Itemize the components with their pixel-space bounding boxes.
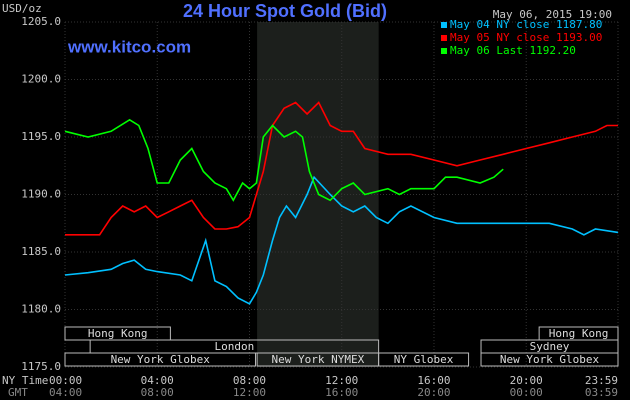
chart-title: 24 Hour Spot Gold (Bid): [183, 1, 387, 21]
session-label: New York NYMEX: [272, 353, 365, 366]
legend-swatch: [441, 22, 447, 28]
y-axis-label: USD/oz: [2, 2, 42, 15]
session-label: Hong Kong: [549, 327, 609, 340]
session-label: NY Globex: [394, 353, 454, 366]
x-tick-label: 16:00: [417, 374, 450, 387]
session-box: [378, 352, 470, 367]
x-tick-label: 12:00: [325, 374, 358, 387]
legend-swatch: [441, 35, 447, 41]
x-tick-label: 20:00: [510, 374, 543, 387]
gmt-tick-label: 03:59: [585, 386, 618, 399]
gmt-tick-label: 04:00: [49, 386, 82, 399]
legend-label: May 06 Last 1192.20: [450, 44, 576, 57]
session-label: New York Globex: [111, 353, 211, 366]
website: www.kitco.com: [67, 37, 191, 56]
x2-axis-label: GMT: [8, 386, 28, 399]
y-tick-label: 1195.0: [21, 130, 61, 143]
x-tick-label: 08:00: [233, 374, 266, 387]
timestamp: May 06, 2015 19:00: [493, 8, 612, 21]
series-line: [64, 175, 619, 305]
x-tick-label: 04:00: [141, 374, 174, 387]
gmt-tick-label: 08:00: [141, 386, 174, 399]
gmt-tick-label: 12:00: [233, 386, 266, 399]
series-line: [65, 101, 618, 236]
y-tick-label: 1205.0: [21, 15, 61, 28]
series-line: [64, 118, 504, 202]
y-tick-label: 1185.0: [21, 245, 61, 258]
gmt-tick-label: 20:00: [417, 386, 450, 399]
session-box: [480, 352, 619, 367]
x-tick-label: 23:59: [585, 374, 618, 387]
session-label: New York Globex: [500, 353, 600, 366]
x-tick-label: 00:00: [49, 374, 82, 387]
legend-label: May 05 NY close 1193.00: [450, 31, 602, 44]
gmt-tick-label: 16:00: [325, 386, 358, 399]
y-tick-label: 1190.0: [21, 188, 61, 201]
y-tick-label: 1180.0: [21, 303, 61, 316]
y-tick-label: 1200.0: [21, 73, 61, 86]
gmt-tick-label: 00:00: [510, 386, 543, 399]
legend-label: May 04 NY close 1187.80: [450, 18, 602, 31]
session-label: Sydney: [530, 340, 570, 353]
session-label: London: [215, 340, 255, 353]
legend-swatch: [441, 48, 447, 54]
y-tick-label: 1175.0: [21, 360, 61, 373]
session-label: Hong Kong: [88, 327, 148, 340]
x-axis-label: NY Time: [2, 374, 48, 387]
session-box: [64, 352, 256, 367]
